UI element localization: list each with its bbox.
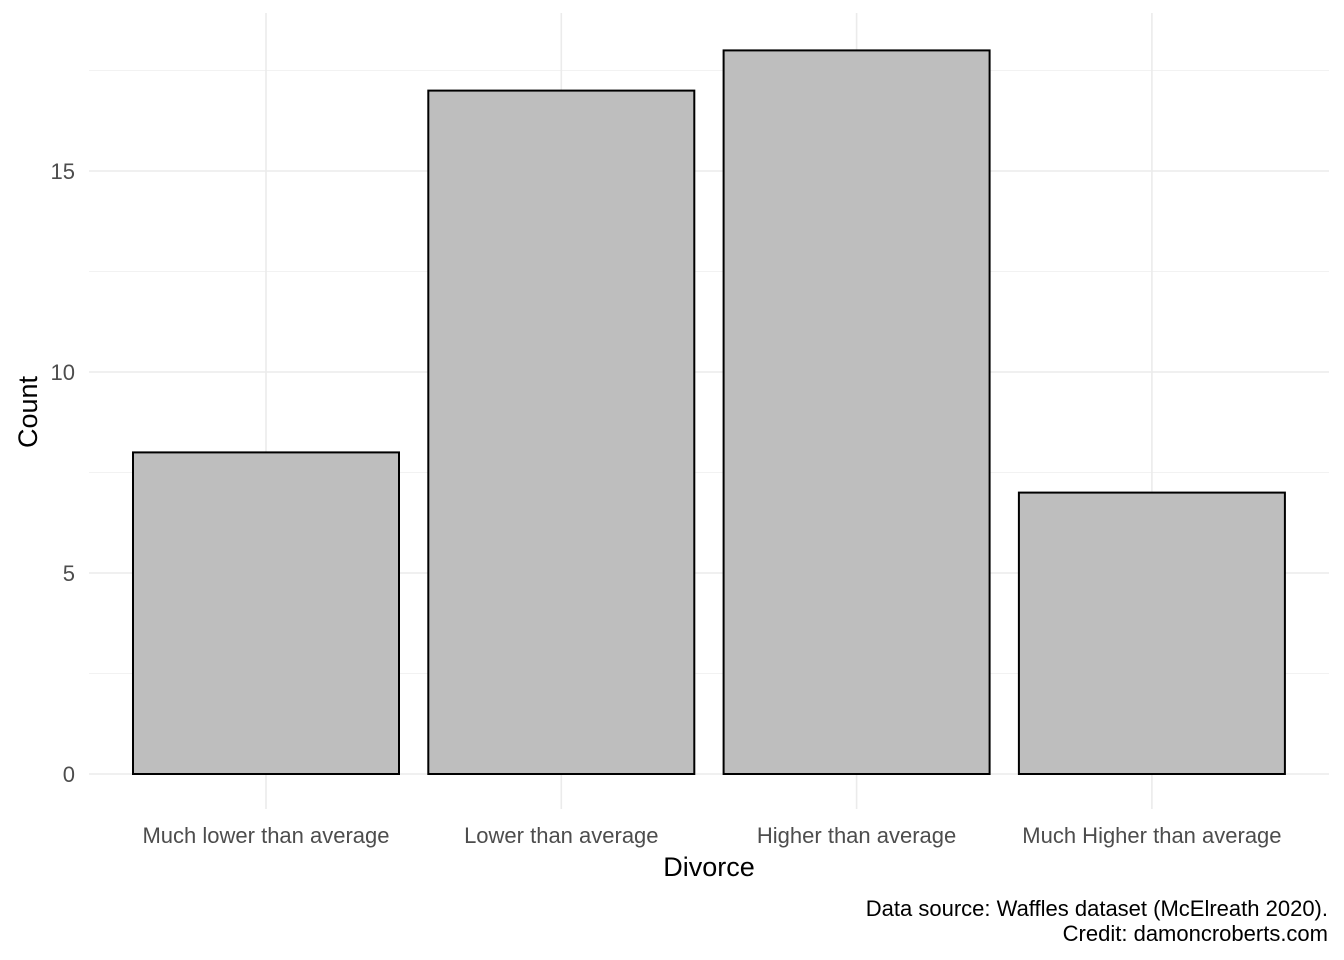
y-tick-label: 5: [63, 561, 75, 586]
x-tick-label: Much Higher than average: [1022, 823, 1281, 848]
bar: [132, 451, 400, 775]
x-tick-label: Lower than average: [464, 823, 658, 848]
bar: [722, 49, 991, 775]
caption-credit: Credit: damoncroberts.com: [1063, 921, 1328, 946]
x-tick-label: Higher than average: [757, 823, 956, 848]
y-axis-tick-labels: 0 5 10 15: [51, 159, 75, 787]
x-axis-title: Divorce: [663, 852, 755, 882]
y-tick-label: 10: [51, 360, 75, 385]
y-tick-label: 15: [51, 159, 75, 184]
y-axis-title: Count: [13, 375, 43, 448]
bars: [132, 49, 1286, 776]
y-tick-label: 0: [63, 762, 75, 787]
x-axis-tick-labels: Much lower than average Lower than averag…: [142, 823, 1281, 848]
bar: [427, 89, 696, 776]
bar: [1017, 491, 1286, 775]
x-tick-label: Much lower than average: [142, 823, 389, 848]
caption-data-source: Data source: Waffles dataset (McElreath …: [866, 896, 1328, 921]
